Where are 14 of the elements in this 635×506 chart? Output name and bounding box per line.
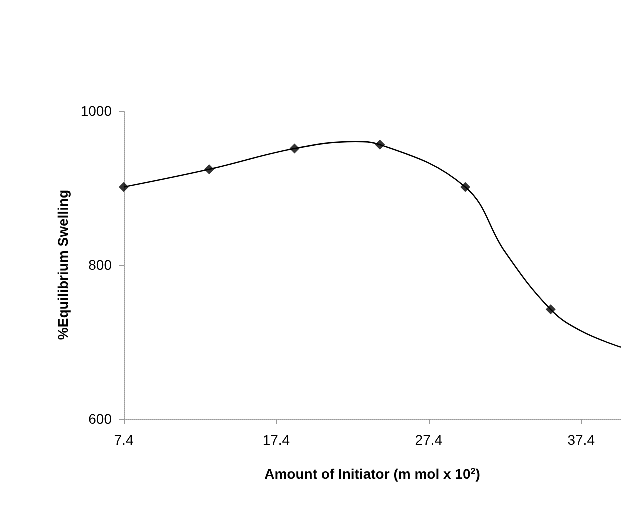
point [119, 182, 129, 192]
x-tick-label: 7.4 [114, 432, 134, 448]
x-tick-label: 37.4 [568, 432, 596, 448]
x-tick-label: 27.4 [415, 432, 443, 448]
point [375, 140, 386, 150]
x-tick-label: 17.4 [262, 432, 290, 448]
y-axis-title: %Equilibrium Swelling [54, 190, 71, 340]
y-tick-label: 600 [88, 411, 112, 427]
point [290, 144, 300, 154]
point [460, 182, 470, 192]
y-tick-label: 800 [88, 257, 112, 273]
point [546, 304, 556, 315]
point [204, 164, 214, 175]
y-tick-label: 1000 [80, 103, 112, 119]
